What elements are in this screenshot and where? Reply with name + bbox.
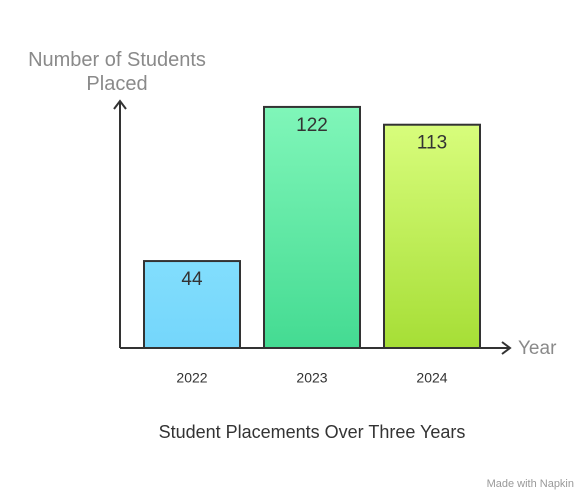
- bar: [143, 260, 241, 349]
- bar: [383, 123, 481, 349]
- data-label: 113: [417, 133, 447, 154]
- data-label: 122: [296, 115, 328, 136]
- x-axis-arrow: [501, 341, 512, 355]
- x-tick-label: 2024: [416, 370, 447, 386]
- bar: [263, 105, 361, 350]
- chart-title: Student Placements Over Three Years: [159, 422, 466, 442]
- data-label: 44: [181, 269, 203, 290]
- x-tick-label: 2022: [176, 370, 207, 386]
- y-axis-arrow: [113, 99, 127, 110]
- watermark: Made with Napkin: [487, 478, 574, 490]
- x-tick-label: 2023: [296, 370, 327, 386]
- y-axis-label: Number of Students Placed: [28, 49, 206, 95]
- x-axis-label: Year: [518, 338, 557, 359]
